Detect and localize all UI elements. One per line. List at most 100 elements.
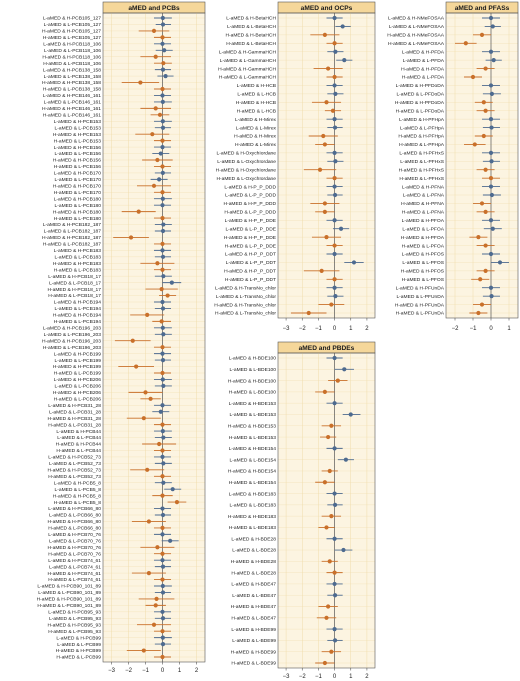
estimate-point xyxy=(157,177,162,182)
x-tick-label: 1 xyxy=(349,326,353,332)
row-label: L-aMED & H-PFOA xyxy=(402,218,445,224)
estimate-point xyxy=(326,66,331,71)
estimate-point xyxy=(160,551,165,556)
row-label: L-aMED & L-BDE154 xyxy=(230,457,277,463)
row-label: H-aMED & L-PFHxS xyxy=(399,176,444,182)
estimate-point xyxy=(322,660,327,666)
estimate-point xyxy=(479,201,485,206)
row-label: L-aMED & H-PCB146_161 xyxy=(43,93,101,99)
row-label: L-aMED & L-TransNo_chlor xyxy=(216,294,277,300)
estimate-point xyxy=(481,100,486,105)
panel-background xyxy=(103,13,205,662)
estimate-point xyxy=(332,83,337,88)
row-label: L-aMED & L-PFOA xyxy=(402,226,444,232)
estimate-point xyxy=(160,35,165,40)
row-label: H-aMED & L-NMeFOSAA xyxy=(388,41,445,47)
row-label: L-aMED & H-PFHpA xyxy=(399,117,445,123)
row-label: L-aMED & L-PCB44 xyxy=(57,435,101,441)
row-label: H-aMED & H-PFOS xyxy=(401,269,445,275)
row-label: H-aMED & H-BDE47 xyxy=(231,604,277,610)
row-label: H-aMED & H-PFDoDA xyxy=(395,100,445,106)
estimate-point xyxy=(327,468,332,474)
estimate-point xyxy=(158,151,163,156)
x-tick-label: −3 xyxy=(108,668,116,674)
x-tick-label: 1 xyxy=(349,674,353,680)
estimate-point xyxy=(157,441,162,447)
estimate-point xyxy=(143,390,148,395)
row-label: L-aMED & H-PCB105_127 xyxy=(43,16,101,22)
row-label: L-aMED & H-P_P_DDD xyxy=(224,184,276,190)
row-label: L-aMED & L-PCB138_158 xyxy=(44,74,102,80)
x-tick-label: −3 xyxy=(283,674,291,680)
estimate-point xyxy=(343,457,348,462)
row-label: H-aMED & H-PCB70_76 xyxy=(47,545,101,551)
row-label: L-aMED & H-PCB44 xyxy=(56,429,101,435)
estimate-point xyxy=(168,538,173,543)
row-label: H-aMED & L-PFHpA xyxy=(399,142,445,148)
estimate-point xyxy=(322,209,327,214)
row-label: H-aMED & L-PCB206 xyxy=(54,397,102,403)
row-label: H-aMED & H-PCB170 xyxy=(53,184,101,190)
estimate-point xyxy=(332,277,337,282)
estimate-point xyxy=(332,125,338,130)
row-label: H-aMED & H-Mirex xyxy=(234,134,276,140)
estimate-point xyxy=(479,32,485,37)
estimate-point xyxy=(332,192,338,198)
estimate-point xyxy=(488,218,494,223)
estimate-point xyxy=(160,86,165,92)
row-label: L-aMED & L-PFNA xyxy=(403,193,445,199)
x-tick-label: 2 xyxy=(365,326,369,332)
estimate-point xyxy=(326,434,331,440)
estimate-point xyxy=(332,491,337,496)
estimate-point xyxy=(335,378,340,383)
estimate-point xyxy=(160,345,165,350)
x-tick-label: −3 xyxy=(283,326,291,332)
row-label: H-aMED & L-PCB180 xyxy=(54,216,102,222)
row-label: H-aMED & H-P_P_DDD xyxy=(224,201,277,207)
estimate-point xyxy=(160,125,166,130)
estimate-point xyxy=(136,209,141,214)
estimate-point xyxy=(160,41,165,46)
row-label: H-aMED & H-NMeFOSAA xyxy=(387,33,445,39)
estimate-point xyxy=(478,277,483,282)
estimate-point xyxy=(155,261,160,266)
row-label: H-aMED & L-BDE153 xyxy=(229,435,277,441)
estimate-point xyxy=(159,319,164,324)
estimate-point xyxy=(160,15,165,21)
row-label: L-aMED & H-BDE153 xyxy=(229,401,277,407)
estimate-point xyxy=(145,467,150,472)
estimate-point xyxy=(322,32,327,37)
row-label: L-aMED & H-BDE100 xyxy=(229,356,277,362)
row-label: H-aMED & L-BDE47 xyxy=(231,616,276,622)
row-label: L-aMED & L-PCB180 xyxy=(55,203,102,209)
panel-2: aMED and PFASs L-aMED & H-NMeFOSAA L-aMED … xyxy=(387,1,519,332)
estimate-point xyxy=(332,176,337,181)
row-label: L-aMED & L-PCB156 xyxy=(55,151,102,157)
estimate-point xyxy=(160,506,165,511)
panel-background xyxy=(446,13,518,318)
row-label: H-aMED & L-PCB74_61 xyxy=(48,577,101,583)
estimate-point xyxy=(153,54,158,59)
row-label: L-aMED & H-PCB182_187 xyxy=(43,222,101,228)
row-label: L-aMED & H-PFHxS xyxy=(399,151,444,157)
estimate-point xyxy=(342,58,347,63)
estimate-point xyxy=(160,170,165,176)
estimate-point xyxy=(160,428,165,434)
estimate-point xyxy=(483,268,488,273)
estimate-point xyxy=(160,532,165,537)
estimate-point xyxy=(160,403,165,408)
estimate-point xyxy=(160,254,166,259)
estimate-point xyxy=(174,499,180,505)
row-label: L-aMED & H-PCB183 xyxy=(54,248,102,254)
estimate-point xyxy=(332,251,337,257)
estimate-point xyxy=(151,622,157,627)
estimate-point xyxy=(490,226,495,231)
row-label: L-aMED & H-PFDA xyxy=(402,49,445,55)
row-label: H-aMED & H-PFOA xyxy=(401,235,445,241)
estimate-point xyxy=(141,648,146,653)
row-label: H-aMED & H-PCB180 xyxy=(53,209,101,215)
estimate-point xyxy=(153,603,158,608)
x-tick-label: −2 xyxy=(299,674,307,680)
estimate-point xyxy=(326,604,331,609)
